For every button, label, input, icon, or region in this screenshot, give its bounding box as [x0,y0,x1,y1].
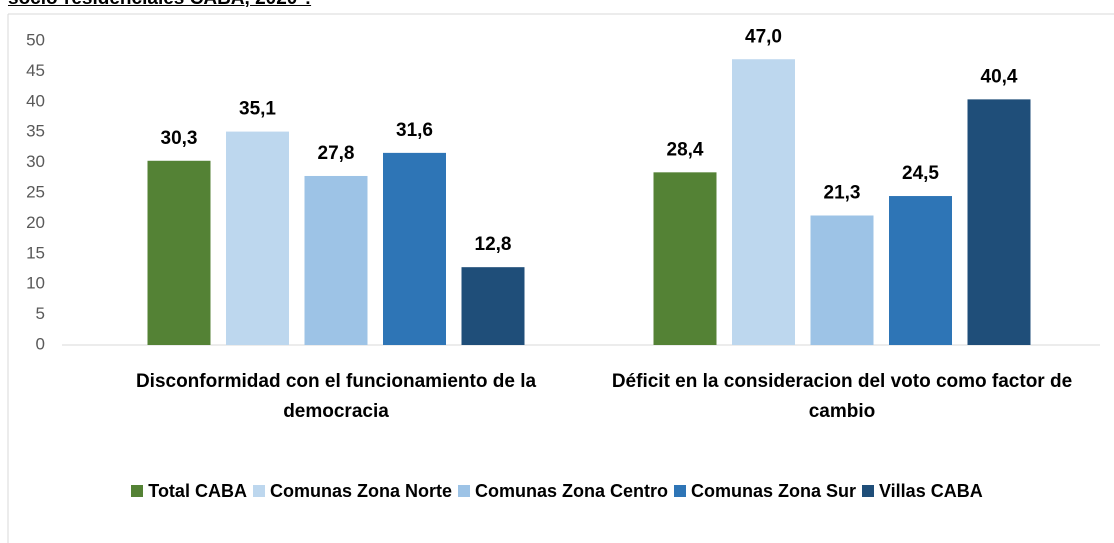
bar [226,131,289,345]
value-label: 28,4 [667,139,704,160]
legend-item: Comunas Zona Norte [252,481,452,501]
bar [461,267,525,345]
legend-label: Comunas Zona Sur [690,481,856,501]
y-tick-label: 10 [26,274,45,293]
legend-item: Comunas Zona Sur [673,481,856,501]
bar [967,99,1031,345]
legend-label: Villas CABA [879,481,983,501]
value-label: 24,5 [902,163,939,184]
value-label: 21,3 [824,183,861,204]
y-tick-label: 15 [26,243,45,262]
value-label: 31,6 [396,120,433,141]
legend-swatch [673,485,686,497]
y-tick-label: 5 [36,304,45,323]
legend-item: Total CABA [131,481,247,501]
bar [889,196,952,345]
bar [653,172,717,345]
bar [383,152,446,345]
legend-label: Comunas Zona Norte [269,481,452,501]
x-tick-label: Disconformidad con el funcionamiento de … [135,371,537,422]
legend-swatch [457,485,470,497]
y-tick-label: 25 [26,182,45,201]
y-tick-label: 40 [26,91,45,110]
value-label: 35,1 [239,99,276,120]
bar [732,59,795,346]
legend-item: Villas CABA [862,481,983,501]
bar [304,175,368,345]
y-tick-label: 20 [26,213,45,232]
value-label: 27,8 [318,143,355,164]
chart-title: socio-residenciales CABA, 2020*: [8,0,311,10]
legend-swatch [131,485,144,497]
legend-swatch [252,485,265,497]
y-tick-label: 45 [26,61,45,80]
y-tick-label: 0 [36,334,45,353]
legend-swatch [862,485,874,497]
bar [810,215,874,345]
x-tick-label: Déficit en la consideracion del voto com… [611,371,1073,422]
value-label: 40,4 [981,66,1018,87]
value-label: 30,3 [161,128,198,149]
y-tick-label: 50 [26,30,45,49]
value-label: 12,8 [475,234,512,255]
legend-label: Comunas Zona Centro [474,481,668,501]
legend-label: Total CABA [148,481,247,501]
y-tick-label: 35 [26,122,45,141]
legend: Total CABA Comunas Zona Norte Comunas Zona… [0,481,1114,502]
bar [147,160,211,345]
legend-item: Comunas Zona Centro [457,481,668,501]
value-label: 47,0 [745,26,782,47]
y-tick-label: 30 [26,152,45,171]
